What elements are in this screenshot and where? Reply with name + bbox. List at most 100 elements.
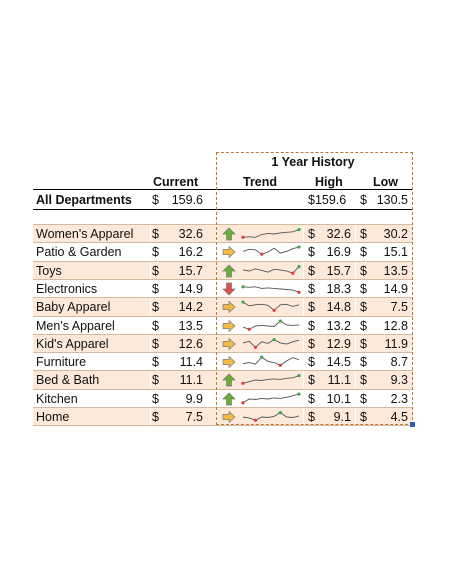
low-value[interactable]: 8.7 bbox=[390, 355, 408, 370]
department-label[interactable]: Furniture bbox=[36, 355, 87, 370]
department-label[interactable]: Bed & Bath bbox=[36, 373, 100, 388]
high-value[interactable]: 14.5 bbox=[326, 355, 351, 370]
current-currency[interactable]: $ bbox=[152, 227, 159, 241]
high-value[interactable]: 32.6 bbox=[326, 227, 351, 241]
high-value[interactable]: 14.8 bbox=[326, 300, 351, 315]
current-value[interactable]: 14.2 bbox=[178, 300, 203, 315]
high-currency[interactable]: $ bbox=[308, 227, 315, 241]
department-label[interactable]: Kitchen bbox=[36, 391, 78, 406]
low-currency[interactable]: $ bbox=[360, 300, 367, 315]
current-currency[interactable]: $ bbox=[152, 318, 159, 333]
high-value[interactable]: 18.3 bbox=[326, 281, 351, 296]
current-currency[interactable]: $ bbox=[152, 263, 159, 278]
low-currency[interactable]: $ bbox=[360, 281, 367, 296]
current-value[interactable]: 7.5 bbox=[185, 410, 203, 424]
low-value[interactable]: 14.9 bbox=[383, 281, 408, 296]
current-value[interactable]: 15.7 bbox=[178, 263, 203, 278]
current-value[interactable]: 13.5 bbox=[178, 318, 203, 333]
low-currency[interactable]: $ bbox=[360, 336, 367, 351]
group-header[interactable]: 1 Year History bbox=[271, 155, 355, 169]
fill-handle[interactable] bbox=[410, 422, 415, 427]
low-currency[interactable]: $ bbox=[360, 263, 367, 278]
current-currency[interactable]: $ bbox=[152, 281, 159, 296]
current-value[interactable]: 11.1 bbox=[179, 373, 203, 388]
current-currency[interactable]: $ bbox=[152, 300, 159, 315]
high-currency[interactable]: $ bbox=[308, 410, 315, 424]
spark-high-marker bbox=[260, 355, 264, 359]
department-label[interactable]: Baby Apparel bbox=[36, 300, 111, 315]
current-header[interactable]: Current bbox=[153, 175, 199, 189]
spark-low-marker bbox=[247, 327, 251, 331]
low-value[interactable]: 9.3 bbox=[390, 373, 408, 388]
summary-current-currency[interactable]: $ bbox=[152, 193, 159, 207]
department-label[interactable]: Men's Apparel bbox=[36, 318, 115, 333]
low-value[interactable]: 4.5 bbox=[390, 410, 408, 424]
summary-low[interactable]: 130.5 bbox=[376, 193, 408, 207]
low-currency[interactable]: $ bbox=[360, 391, 367, 406]
high-currency[interactable]: $ bbox=[308, 300, 315, 315]
row-divider bbox=[33, 370, 413, 372]
low-value[interactable]: 11.9 bbox=[384, 336, 408, 351]
department-label[interactable]: Home bbox=[36, 410, 70, 424]
current-currency[interactable]: $ bbox=[152, 245, 159, 260]
current-value[interactable]: 32.6 bbox=[178, 227, 203, 241]
row-divider bbox=[33, 315, 413, 317]
current-value[interactable]: 12.6 bbox=[178, 336, 203, 351]
low-value[interactable]: 30.2 bbox=[383, 227, 408, 241]
low-currency[interactable]: $ bbox=[360, 245, 367, 260]
high-currency[interactable]: $ bbox=[308, 263, 315, 278]
department-label[interactable]: Kid's Apparel bbox=[36, 336, 109, 351]
high-currency[interactable]: $ bbox=[308, 355, 315, 370]
department-label[interactable]: Women's Apparel bbox=[36, 227, 134, 241]
high-currency[interactable]: $ bbox=[308, 318, 315, 333]
summary-low-currency[interactable]: $ bbox=[360, 193, 367, 207]
current-value[interactable]: 16.2 bbox=[178, 245, 203, 260]
high-currency[interactable]: $ bbox=[308, 373, 315, 388]
spark-low-marker bbox=[291, 271, 295, 275]
low-value[interactable]: 12.8 bbox=[383, 318, 408, 333]
low-currency[interactable]: $ bbox=[360, 373, 367, 388]
high-value[interactable]: 10.1 bbox=[326, 391, 351, 406]
high-value[interactable]: 13.2 bbox=[326, 318, 351, 333]
current-value[interactable]: 11.4 bbox=[179, 355, 203, 370]
high-header[interactable]: High bbox=[315, 175, 343, 189]
high-currency[interactable]: $ bbox=[308, 245, 315, 260]
high-currency[interactable]: $ bbox=[308, 281, 315, 296]
current-currency[interactable]: $ bbox=[152, 355, 159, 370]
department-label[interactable]: Patio & Garden bbox=[36, 245, 122, 260]
summary-high[interactable]: $159.6 bbox=[308, 193, 347, 207]
low-value[interactable]: 2.3 bbox=[390, 391, 408, 406]
high-value[interactable]: 11.1 bbox=[327, 373, 351, 388]
current-currency[interactable]: $ bbox=[152, 391, 159, 406]
high-value[interactable]: 15.7 bbox=[326, 263, 351, 278]
current-currency[interactable]: $ bbox=[152, 373, 159, 388]
department-label[interactable]: Toys bbox=[36, 263, 62, 278]
trend-header[interactable]: Trend bbox=[243, 175, 278, 189]
low-currency[interactable]: $ bbox=[360, 318, 367, 333]
high-value[interactable]: 9.1 bbox=[333, 410, 351, 424]
current-value[interactable]: 9.9 bbox=[185, 391, 203, 406]
low-value[interactable]: 13.5 bbox=[383, 263, 408, 278]
low-header[interactable]: Low bbox=[373, 175, 398, 189]
cell-gap bbox=[216, 225, 217, 243]
cell-gap bbox=[216, 408, 217, 426]
high-currency[interactable]: $ bbox=[308, 336, 315, 351]
low-value[interactable]: 15.1 bbox=[383, 245, 408, 260]
low-value[interactable]: 7.5 bbox=[390, 300, 408, 315]
table-row: Toys $15.7 $15.7 $13.5 bbox=[33, 261, 413, 280]
cell-gap bbox=[355, 408, 356, 426]
summary-current[interactable]: 159.6 bbox=[171, 193, 203, 207]
high-value[interactable]: 12.9 bbox=[326, 336, 351, 351]
low-currency[interactable]: $ bbox=[360, 410, 367, 424]
high-currency[interactable]: $ bbox=[308, 391, 315, 406]
summary-label[interactable]: All Departments bbox=[36, 193, 132, 207]
current-value[interactable]: 14.9 bbox=[178, 281, 203, 296]
current-currency[interactable]: $ bbox=[152, 410, 159, 424]
low-currency[interactable]: $ bbox=[360, 227, 367, 241]
high-value[interactable]: 16.9 bbox=[326, 245, 351, 260]
current-currency[interactable]: $ bbox=[152, 336, 159, 351]
department-label[interactable]: Electronics bbox=[36, 281, 98, 296]
cell-gap bbox=[355, 261, 356, 280]
low-currency[interactable]: $ bbox=[360, 355, 367, 370]
table-row: Patio & Garden $16.2 $16.9 $15.1 bbox=[33, 243, 413, 261]
